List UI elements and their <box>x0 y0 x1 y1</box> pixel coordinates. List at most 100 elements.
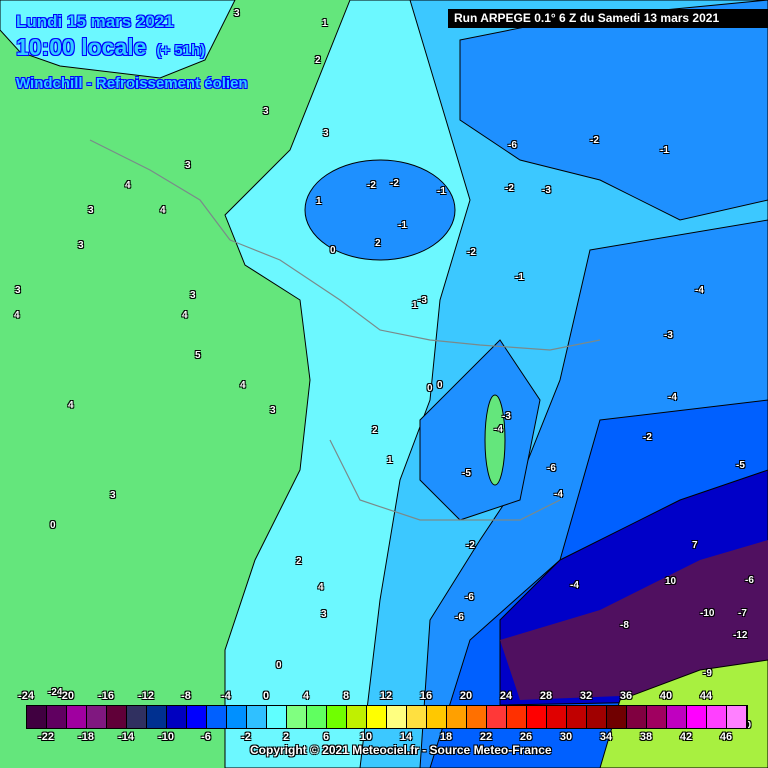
legend-label: 18 <box>439 731 453 743</box>
forecast-time: 10:00 locale (+ 51h) <box>16 34 205 61</box>
legend-swatch <box>567 706 587 728</box>
contour-label: -6 <box>745 575 754 586</box>
contour-label: -10 <box>700 608 715 619</box>
contour-label: -1 <box>398 220 407 231</box>
legend-swatch <box>227 706 247 728</box>
contour-label: -8 <box>620 620 629 631</box>
legend-swatch <box>207 706 227 728</box>
contour-label: -2 <box>467 247 476 258</box>
region-blue-center <box>419 339 541 521</box>
contour-label: 3 <box>185 160 191 171</box>
legend-label: 44 <box>699 690 713 702</box>
contour-label: 3 <box>270 405 276 416</box>
contour-label: 7 <box>692 540 698 551</box>
legend-swatch <box>487 706 507 728</box>
legend-label: 8 <box>342 690 350 702</box>
contour-label: 3 <box>190 290 196 301</box>
region-purple <box>500 540 768 700</box>
legend-label: 14 <box>399 731 413 743</box>
legend-label: 12 <box>379 690 393 702</box>
legend-swatch <box>347 706 367 728</box>
contour-label: 4 <box>182 310 188 321</box>
contour-label: 3 <box>323 128 329 139</box>
legend-swatch <box>147 706 167 728</box>
contour-label: 1 <box>322 18 328 29</box>
contour-label: -3 <box>664 330 673 341</box>
contour-label: 0 <box>50 520 56 531</box>
contour-label: 4 <box>14 310 20 321</box>
legend-label: 42 <box>679 731 693 743</box>
contour-label: 0 <box>330 245 336 256</box>
legend-label: 6 <box>322 731 330 743</box>
legend-swatch <box>507 706 527 728</box>
contour-label: -3 <box>502 411 511 422</box>
contour-label: -9 <box>703 668 712 679</box>
contour-label: 3 <box>110 490 116 501</box>
legend-label: 32 <box>579 690 593 702</box>
contour-label: 4 <box>318 582 324 593</box>
legend-swatch <box>267 706 287 728</box>
legend-swatch <box>27 706 47 728</box>
run-info-bar: Run ARPEGE 0.1° 6 Z du Samedi 13 mars 20… <box>448 9 768 28</box>
legend-label: 2 <box>282 731 290 743</box>
legend-label: 16 <box>419 690 433 702</box>
contour-label: 2 <box>372 425 378 436</box>
contour-label: -2 <box>390 178 399 189</box>
contour-label: 3 <box>263 106 269 117</box>
forecast-time-label: 10:00 locale <box>16 34 147 60</box>
legend-label: 26 <box>519 731 533 743</box>
legend-swatch <box>327 706 347 728</box>
contour-label: -6 <box>455 612 464 623</box>
legend-label: -4 <box>221 690 231 702</box>
contour-label: 10 <box>665 576 677 587</box>
contour-label: -4 <box>570 580 579 591</box>
contour-label: 1 <box>387 455 393 466</box>
legend-label: 46 <box>719 731 733 743</box>
legend-label: 34 <box>599 731 613 743</box>
legend-swatch <box>607 706 627 728</box>
legend-label: 30 <box>559 731 573 743</box>
contour-label: -2 <box>590 135 599 146</box>
forecast-date: Lundi 15 mars 2021 <box>16 12 174 31</box>
contour-label: 2 <box>315 55 321 66</box>
legend-swatch <box>87 706 107 728</box>
contour-label: 2 <box>296 556 302 567</box>
legend-swatch <box>547 706 567 728</box>
color-legend <box>26 705 748 729</box>
legend-label: -2 <box>241 731 251 743</box>
legend-swatch <box>407 706 427 728</box>
legend-label: -16 <box>98 690 114 702</box>
contour-label: -2 <box>505 183 514 194</box>
contour-label: -4 <box>554 489 563 500</box>
contour-label: 3 <box>234 8 240 19</box>
legend-swatch <box>387 706 407 728</box>
legend-label: 38 <box>639 731 653 743</box>
contour-label: 1 <box>412 300 418 311</box>
legend-swatch <box>447 706 467 728</box>
legend-swatch <box>367 706 387 728</box>
legend-label: 10 <box>359 731 373 743</box>
contour-label: -4 <box>695 285 704 296</box>
contour-label: -6 <box>508 140 517 151</box>
legend-swatch <box>667 706 687 728</box>
legend-swatch <box>427 706 447 728</box>
legend-swatch <box>467 706 487 728</box>
contour-label: 2 <box>375 238 381 249</box>
contour-label: -1 <box>515 272 524 283</box>
legend-swatch <box>727 706 747 728</box>
legend-label: -10 <box>158 731 174 743</box>
contour-label: -7 <box>738 608 747 619</box>
legend-swatch <box>587 706 607 728</box>
contour-label: -4 <box>668 392 677 403</box>
legend-swatch <box>187 706 207 728</box>
legend-swatch <box>687 706 707 728</box>
legend-label: -20 <box>58 690 74 702</box>
legend-label: -8 <box>181 690 191 702</box>
contour-label: 0 <box>427 383 433 394</box>
legend-label: -22 <box>38 731 54 743</box>
legend-swatch <box>627 706 647 728</box>
contour-label: -5 <box>736 460 745 471</box>
contour-label: -4 <box>494 424 503 435</box>
legend-swatch <box>707 706 727 728</box>
